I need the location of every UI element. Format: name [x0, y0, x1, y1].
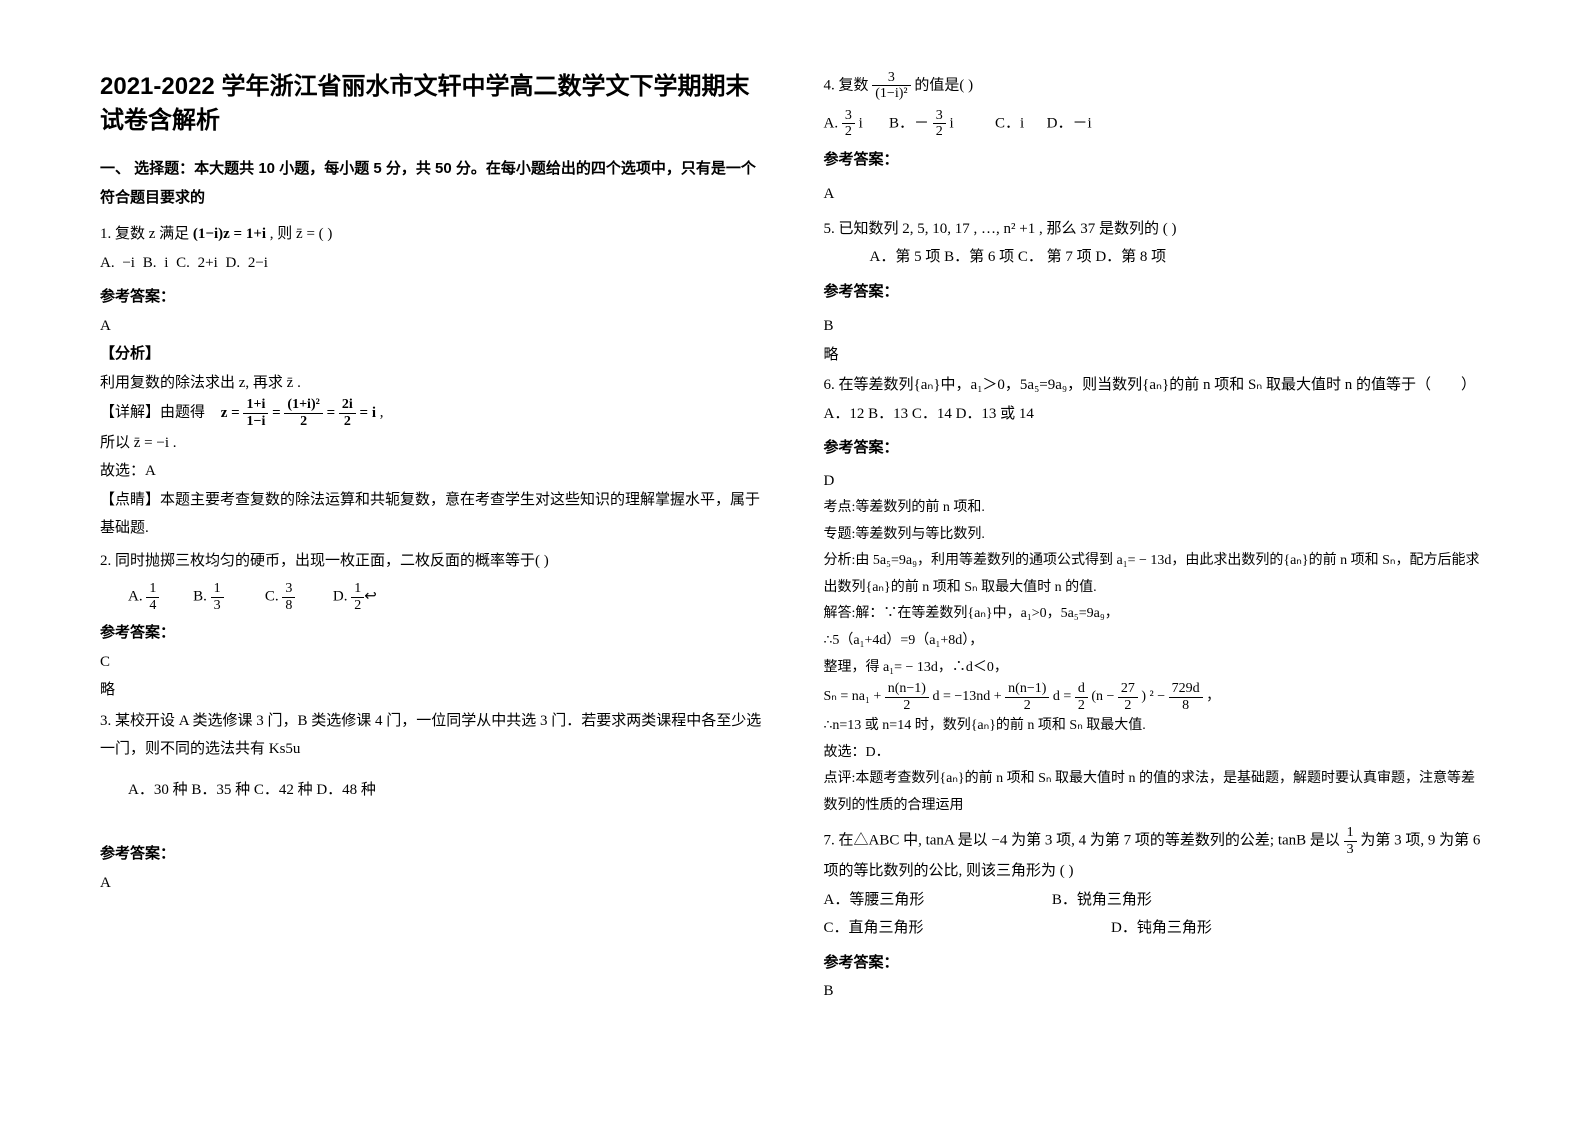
question-4: 4. 复数 3(1−i)² 的值是( ): [824, 70, 1488, 102]
q2-choice-d-label: D.: [333, 589, 348, 605]
q6-jd-line6: 故选：D．: [824, 740, 1488, 767]
q4-frac: 3(1−i)²: [872, 70, 910, 102]
q6-jd-line1: 解答:解：∵在等差数列{aₙ}中，a₁>0，5a₅=9a₉，: [824, 601, 1488, 628]
q6-fx: 分析:由 5a₅=9a₉，利用等差数列的通项公式得到 a₁= − 13d，由此求…: [824, 548, 1488, 601]
q2-choice-d-suffix: ↩: [364, 589, 377, 605]
q7-mid1: 为第 3 项, 4 为第 7 项的等差数列的公差; tanB 是以: [1011, 833, 1344, 849]
q4-answer: A: [824, 180, 1488, 209]
q1-so: 所以 z̄ = −i .: [100, 429, 764, 458]
left-column: 2021-2022 学年浙江省丽水市文轩中学高二数学文下学期期末试卷含解析 一、…: [100, 70, 764, 1006]
q7-choice-d: D．钝角三角形: [1111, 920, 1212, 936]
q5-answer: B: [824, 312, 1488, 341]
page: 2021-2022 学年浙江省丽水市文轩中学高二数学文下学期期末试卷含解析 一、…: [0, 0, 1587, 1046]
q2-choice-c-label: C.: [265, 589, 279, 605]
q7-choice-a: A．等腰三角形: [824, 892, 925, 908]
q7-choices-cd: C．直角三角形 D．钝角三角形: [824, 914, 1488, 943]
q7-choice-b: B．锐角三角形: [1052, 892, 1152, 908]
q6-jd-line5: ∴n=13 或 n=14 时，数列{aₙ}的前 n 项和 Sₙ 取最大值.: [824, 713, 1488, 740]
q6-topic: 专题:等差数列与等比数列.: [824, 522, 1488, 549]
q1-analysis-label: 【分析】: [100, 340, 764, 369]
q4-stem-prefix: 4. 复数: [824, 77, 873, 93]
q1-analysis: 利用复数的除法求出 z, 再求 z̄ .: [100, 369, 764, 398]
q4-a-suffix: i: [859, 115, 863, 131]
q4-stem-suffix: 的值是( ): [914, 77, 973, 93]
q1-thus: 故选：A: [100, 457, 764, 486]
q2-choice-b-label: B.: [193, 589, 207, 605]
q2-choice-b-frac: 13: [211, 581, 224, 613]
q6-jd-sn: Sₙ = na₁ + n(n−1)2 d = −13nd + n(n−1)2 d…: [824, 681, 1488, 713]
q1-stem-prefix: 1. 复数 z 满足: [100, 226, 193, 242]
q5-mid: , 那么: [1039, 221, 1080, 237]
q1-stem-math: (1−i)z = 1+i: [193, 226, 266, 242]
q1-answer: A: [100, 312, 764, 341]
q4-c: C．i: [995, 115, 1024, 131]
q1-comment-text: 本题主要考查复数的除法运算和共轭复数，意在考查学生对这些知识的理解掌握水平，属于…: [100, 492, 760, 537]
q7-answer-label: 参考答案：: [824, 949, 1488, 978]
q4-b-prefix: B．－: [889, 115, 929, 131]
q1-stem-suffix: , 则 z̄ = ( ): [270, 226, 333, 242]
q5-choices: A．第 5 项 B．第 6 项 C． 第 7 项 D．第 8 项: [870, 243, 1488, 272]
q5-brief: 略: [824, 341, 1488, 370]
q5-seq: 2, 5, 10, 17 , …, n² +1: [902, 221, 1035, 237]
q2-brief: 略: [100, 676, 764, 705]
q7-neg4: −4: [991, 833, 1007, 849]
q6-answer-label: 参考答案：: [824, 434, 1488, 463]
q6-jd-line3: 整理，得 a₁= − 13d，∴d＜0，: [824, 655, 1488, 682]
right-column: 4. 复数 3(1−i)² 的值是( ) A. 32 i B．－ 32 i C．…: [824, 70, 1488, 1006]
q3-choices: A．30 种 B．35 种 C．42 种 D．48 种: [128, 776, 764, 805]
q2-choice-d-frac: 12: [351, 581, 364, 613]
q5-val: 37: [1080, 221, 1095, 237]
q1-detail: 【详解】由题得 z = 1+i1−i = (1+i)²2 = 2i2 = i ,: [100, 397, 764, 429]
q6-dp: 点评:本题考查数列{aₙ}的前 n 项和 Sₙ 取最大值时 n 的值的求法，是基…: [824, 766, 1488, 819]
q7-choices-ab: A．等腰三角形 B．锐角三角形: [824, 886, 1488, 915]
q6-jd-line2: ∴5（a₁+4d）=9（a₁+8d），: [824, 628, 1488, 655]
q4-d: D．－i: [1047, 115, 1092, 131]
q2-choice-c-frac: 38: [282, 581, 295, 613]
q6-answer: D: [824, 467, 1488, 496]
q2-answer: C: [100, 648, 764, 677]
q4-a-frac: 32: [842, 108, 855, 140]
q5-answer-label: 参考答案：: [824, 278, 1488, 307]
q1-answer-label: 参考答案：: [100, 283, 764, 312]
q6-kp: 考点:等差数列的前 n 项和.: [824, 495, 1488, 522]
q3-answer-label: 参考答案：: [100, 840, 764, 869]
question-6-stem: 6. 在等差数列{aₙ}中，a₁＞0，5a₅=9a₉，则当数列{aₙ}的前 n …: [824, 371, 1488, 400]
q7-frac: 13: [1344, 825, 1357, 857]
q6-choices: A．12 B．13 C．14 D．13 或 14: [824, 400, 1488, 429]
question-5: 5. 已知数列 2, 5, 10, 17 , …, n² +1 , 那么 37 …: [824, 215, 1488, 244]
q7-prefix: 7. 在△ABC 中, tanA 是以: [824, 833, 992, 849]
q1-comment-label: 【点睛】: [100, 492, 160, 508]
q2-answer-label: 参考答案：: [100, 619, 764, 648]
q3-answer: A: [100, 869, 764, 898]
question-7: 7. 在△ABC 中, tanA 是以 −4 为第 3 项, 4 为第 7 项的…: [824, 825, 1488, 885]
question-3-stem: 3. 某校开设 A 类选修课 3 门，B 类选修课 4 门，一位同学从中共选 3…: [100, 707, 764, 764]
q1-comment: 【点睛】本题主要考查复数的除法运算和共轭复数，意在考查学生对这些知识的理解掌握水…: [100, 486, 764, 543]
question-1: 1. 复数 z 满足 (1−i)z = 1+i , 则 z̄ = ( ): [100, 220, 764, 249]
q4-b-frac: 32: [933, 108, 946, 140]
document-title: 2021-2022 学年浙江省丽水市文轩中学高二数学文下学期期末试卷含解析: [100, 70, 764, 137]
q5-suffix: 是数列的 ( ): [1099, 221, 1177, 237]
q4-a-prefix: A.: [824, 115, 842, 131]
q2-choice-a-label: A.: [128, 589, 143, 605]
q1-detail-math-inline: z = 1+i1−i = (1+i)²2 = 2i2 = i: [221, 405, 380, 421]
q4-choices: A. 32 i B．－ 32 i C．i D．－i: [824, 108, 1488, 140]
q7-answer: B: [824, 977, 1488, 1006]
q5-prefix: 5. 已知数列: [824, 221, 903, 237]
q4-b-suffix: i: [950, 115, 954, 131]
question-2-stem: 2. 同时抛掷三枚均匀的硬币，出现一枚正面，二枚反面的概率等于( ): [100, 547, 764, 576]
q1-detail-label: 【详解】由题得: [100, 405, 205, 421]
q2-choices: A. 14 B. 13 C. 38 D. 12↩: [128, 581, 764, 613]
q2-choice-a-frac: 14: [146, 581, 159, 613]
q4-answer-label: 参考答案：: [824, 146, 1488, 175]
section-1-heading: 一、 选择题：本大题共 10 小题，每小题 5 分，共 50 分。在每小题给出的…: [100, 155, 764, 212]
q7-choice-c: C．直角三角形: [824, 920, 924, 936]
q1-choices: A. −i B. i C. 2+i D. 2−i: [100, 249, 764, 278]
